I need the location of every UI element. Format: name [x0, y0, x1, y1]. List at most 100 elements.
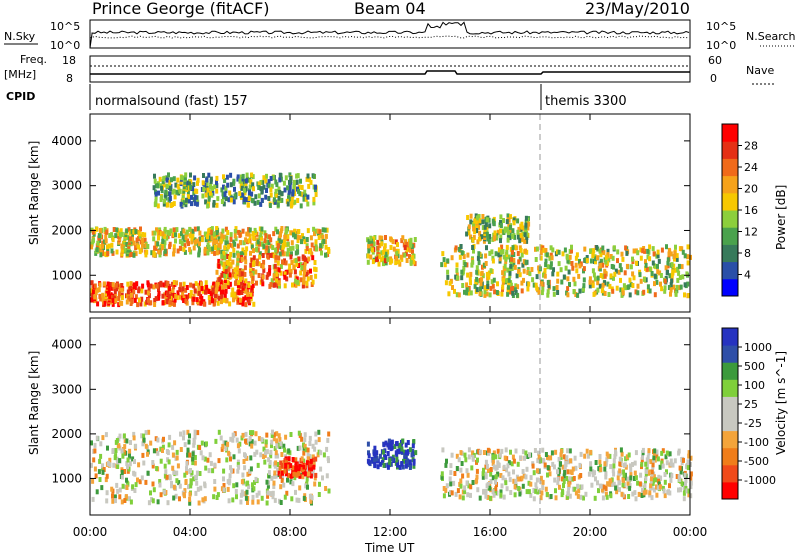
echo-cell [655, 453, 659, 459]
echo-cell [619, 277, 622, 283]
echo-cell [273, 473, 276, 479]
echo-cell [541, 457, 545, 463]
echo-cell [104, 234, 108, 240]
echo-cell [529, 475, 533, 481]
echo-cell [671, 462, 675, 468]
echo-cell [611, 255, 615, 261]
echo-cell [125, 438, 129, 444]
echo-cell [677, 263, 681, 269]
echo-cell [549, 455, 553, 461]
echo-cell [505, 227, 509, 233]
echo-cell [524, 450, 528, 456]
echo-cell [292, 179, 296, 185]
echo-cell [295, 465, 299, 471]
echo-cell [308, 493, 312, 499]
echo-cell [154, 296, 158, 302]
echo-cell [198, 230, 202, 236]
echo-cell [135, 237, 139, 243]
echo-cell [213, 462, 217, 468]
echo-cell [274, 450, 278, 456]
echo-cell [280, 248, 284, 253]
echo-cell [187, 439, 191, 445]
echo-cell [300, 467, 304, 473]
echo-cell [120, 287, 124, 293]
echo-cell [256, 199, 260, 205]
echo-cell [442, 486, 446, 491]
echo-cell [271, 429, 274, 435]
echo-cell [566, 448, 570, 454]
echo-cell [676, 266, 680, 272]
echo-cell [313, 475, 317, 481]
echo-cell [483, 292, 487, 298]
echo-cell [121, 453, 125, 459]
echo-cell [191, 460, 195, 466]
echo-cell [402, 458, 405, 464]
echo-cell [163, 473, 167, 479]
echo-cell [641, 454, 644, 460]
echo-cell [151, 498, 155, 504]
echo-cell [182, 430, 186, 436]
echo-cell [660, 247, 664, 253]
echo-cell [520, 280, 524, 286]
echo-cell [487, 239, 491, 244]
echo-cell [476, 457, 479, 463]
echo-cell [188, 247, 192, 253]
echo-cell [583, 246, 587, 252]
echo-cell [380, 250, 384, 256]
echo-cell [303, 493, 307, 499]
echo-cell [650, 271, 654, 276]
echo-cell [589, 461, 593, 467]
echo-cell [206, 250, 210, 256]
echo-cell [225, 272, 228, 278]
echo-cell [279, 264, 283, 269]
echo-cell [235, 494, 238, 500]
echo-cell [265, 188, 268, 193]
echo-cell [99, 296, 103, 302]
echo-cell [187, 198, 191, 204]
echo-cell [260, 241, 264, 247]
echo-cell [388, 461, 392, 467]
echo-cell [110, 242, 114, 248]
echo-cell [560, 492, 564, 498]
echo-cell [101, 292, 105, 298]
echo-cell [170, 177, 173, 183]
echo-cell [686, 465, 690, 471]
echo-cell [641, 447, 645, 453]
echo-cell [450, 452, 454, 458]
echo-cell [448, 476, 452, 482]
echo-cell [650, 495, 654, 501]
echo-cell [624, 456, 628, 462]
echo-cell [309, 179, 313, 185]
echo-cell [406, 440, 410, 445]
echo-cell [552, 286, 556, 292]
echo-cell [133, 459, 136, 464]
echo-cell [212, 202, 216, 208]
echo-cell [640, 493, 644, 498]
echo-cell [466, 215, 470, 220]
echo-cell [246, 471, 250, 477]
echo-cell [211, 186, 215, 191]
echo-cell [669, 477, 673, 483]
echo-cell [237, 448, 241, 454]
echo-cell [183, 488, 187, 494]
echo-cell [253, 480, 256, 486]
echo-cell [682, 485, 686, 491]
echo-cell [484, 261, 488, 266]
echo-cell [632, 248, 636, 254]
echo-cell [231, 437, 235, 443]
echo-cell [191, 186, 195, 191]
echo-cell [305, 280, 309, 286]
echo-cell [483, 227, 487, 233]
echo-cell [505, 219, 509, 225]
echo-cell [255, 492, 259, 498]
echo-cell [554, 488, 557, 494]
echo-cell [668, 273, 672, 279]
echo-cell [247, 298, 251, 304]
nsky-label: N.Sky [4, 30, 36, 43]
echo-cell [241, 173, 245, 179]
echo-cell [212, 200, 216, 205]
echo-cell [286, 251, 289, 257]
echo-cell [126, 481, 130, 487]
echo-cell [287, 472, 290, 478]
echo-cell [483, 289, 487, 295]
